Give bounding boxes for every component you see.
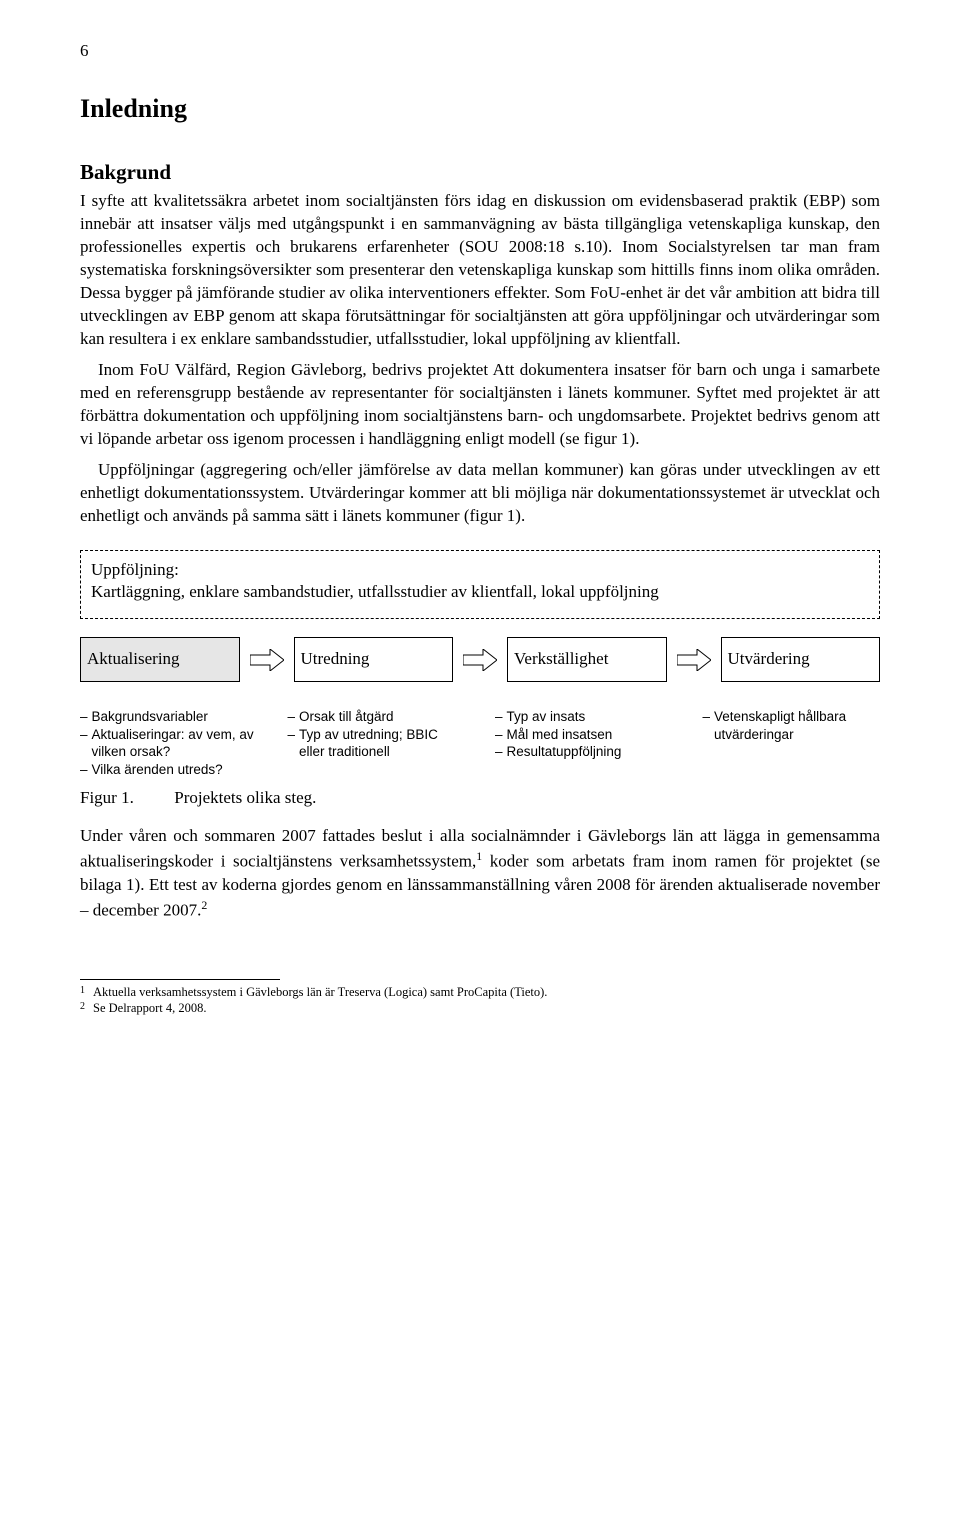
arrow-icon <box>463 649 497 671</box>
paragraph-3: Uppföljningar (aggregering och/eller jäm… <box>80 459 880 528</box>
detail-item: Orsak till åtgärd <box>299 708 465 726</box>
detail-item: Typ av utredning; BBIC eller traditionel… <box>299 726 465 761</box>
footnote-1: 1 Aktuella verksamhetssystem i Gävleborg… <box>80 984 880 1000</box>
paragraph-after-figure: Under våren och sommaren 2007 fattades b… <box>80 825 880 922</box>
detail-item: Aktualiseringar: av vem, av vilken orsak… <box>92 726 258 761</box>
detail-item: Bakgrundsvariabler <box>92 708 258 726</box>
detail-col-4: –Vetenskapligt hållbara utvärderingar <box>703 708 881 778</box>
detail-col-2: –Orsak till åtgärd –Typ av utredning; BB… <box>288 708 466 778</box>
subsection-heading: Bakgrund <box>80 158 880 186</box>
flow-box-utvardering: Utvärdering <box>721 637 881 682</box>
section-heading: Inledning <box>80 91 880 126</box>
paragraph-2: Inom FoU Välfärd, Region Gävleborg, bedr… <box>80 359 880 451</box>
figure-caption: Figur 1. Projektets olika steg. <box>80 787 880 810</box>
paragraph-1: I syfte att kvalitetssäkra arbetet inom … <box>80 190 880 351</box>
arrow-icon <box>250 649 284 671</box>
figure-caption-text: Projektets olika steg. <box>174 788 316 807</box>
footnote-2: 2 Se Delrapport 4, 2008. <box>80 1000 880 1016</box>
flow-box-aktualisering: Aktualisering <box>80 637 240 682</box>
footnote-text: Aktuella verksamhetssystem i Gävleborgs … <box>93 984 547 1000</box>
flow-box-utredning: Utredning <box>294 637 454 682</box>
detail-item: Mål med insatsen <box>507 726 673 744</box>
footnote-num: 1 <box>80 984 85 1000</box>
detail-item: Vetenskapligt hållbara utvärderingar <box>714 708 880 743</box>
flow-box-verkstallighet: Verkställighet <box>507 637 667 682</box>
footnote-ref-2: 2 <box>201 898 207 912</box>
detail-col-3: –Typ av insats –Mål med insatsen –Result… <box>495 708 673 778</box>
flow-diagram: Aktualisering Utredning Verkställighet U… <box>80 637 880 682</box>
dashed-box-title: Uppföljning: <box>91 559 869 582</box>
footnote-text: Se Delrapport 4, 2008. <box>93 1000 207 1016</box>
dashed-followup-box: Uppföljning: Kartläggning, enklare samba… <box>80 550 880 620</box>
flow-details-row: –Bakgrundsvariabler –Aktualiseringar: av… <box>80 708 880 778</box>
figure-number: Figur 1. <box>80 787 170 810</box>
footnotes: 1 Aktuella verksamhetssystem i Gävleborg… <box>80 984 880 1017</box>
page-number: 6 <box>80 40 880 63</box>
arrow-icon <box>677 649 711 671</box>
detail-item: Resultatuppföljning <box>507 743 673 761</box>
dashed-box-text: Kartläggning, enklare sambandstudier, ut… <box>91 581 869 604</box>
footnote-num: 2 <box>80 1000 85 1016</box>
detail-item: Typ av insats <box>507 708 673 726</box>
detail-item: Vilka ärenden utreds? <box>92 761 258 779</box>
detail-col-1: –Bakgrundsvariabler –Aktualiseringar: av… <box>80 708 258 778</box>
